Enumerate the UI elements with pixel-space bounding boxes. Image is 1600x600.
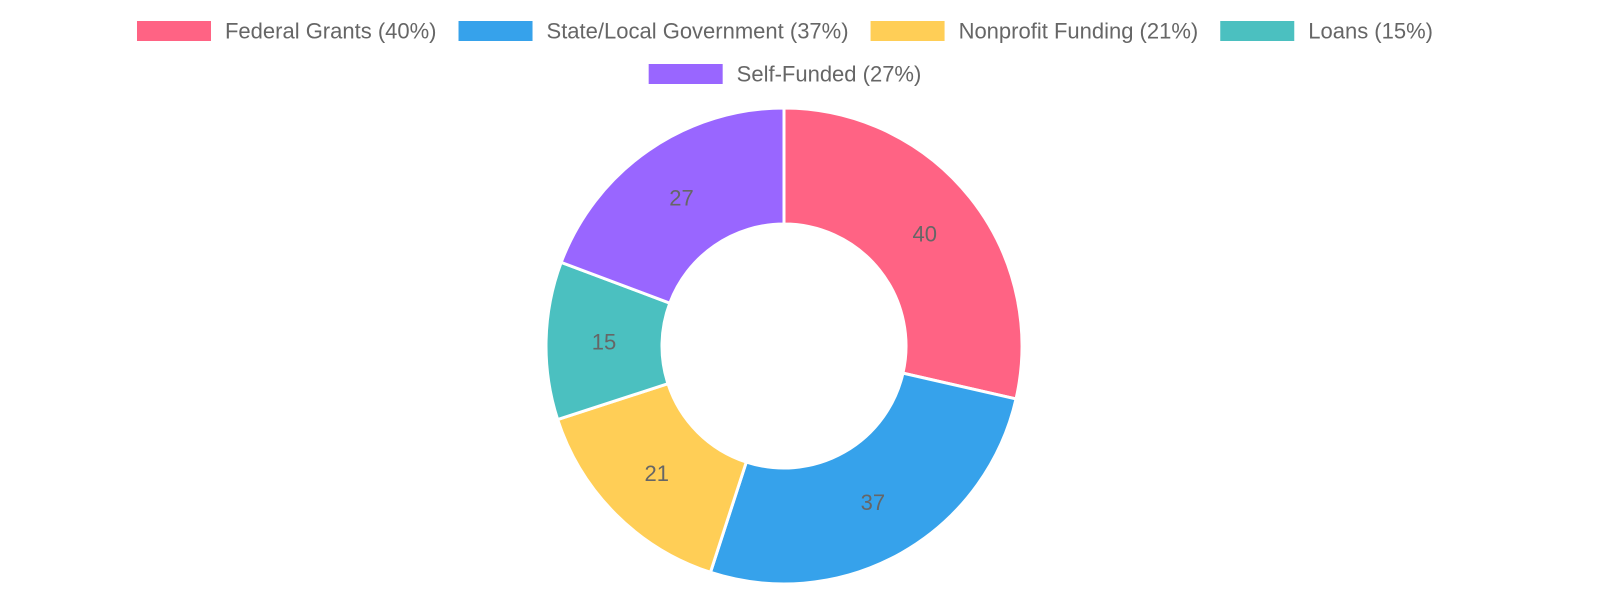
slice-nonprofit-funding[interactable] — [555, 381, 749, 575]
chart-data-labels: 40 37 21 15 27 — [592, 186, 937, 516]
data-label-self-funded: 27 — [669, 186, 693, 211]
legend-item-nonprofit-funding[interactable]: Nonprofit Funding (21%) — [870, 19, 1199, 44]
legend-swatch — [648, 64, 723, 84]
legend-label: Nonprofit Funding (21%) — [959, 19, 1199, 44]
legend-swatch — [458, 21, 533, 41]
data-label-nonprofit-funding: 21 — [644, 461, 668, 486]
data-label-state-local-government: 37 — [861, 490, 885, 515]
legend-swatch — [870, 21, 945, 41]
legend-item-loans[interactable]: Loans (15%) — [1220, 19, 1433, 44]
slice-self-funded[interactable] — [559, 106, 786, 306]
legend-label: Federal Grants (40%) — [225, 19, 437, 44]
chart-legend: Federal Grants (40%) State/Local Governme… — [136, 19, 1433, 87]
legend-label: Self-Funded (27%) — [737, 62, 922, 87]
slice-state-local-government[interactable] — [708, 371, 1018, 586]
legend-swatch — [136, 21, 211, 41]
slice-federal-grants[interactable] — [782, 106, 1024, 401]
legend-item-self-funded[interactable]: Self-Funded (27%) — [648, 62, 922, 87]
data-label-federal-grants: 40 — [912, 221, 936, 246]
chart-slices — [544, 106, 1024, 586]
legend-label: State/Local Government (37%) — [547, 19, 849, 44]
data-label-loans: 15 — [592, 329, 616, 354]
legend-label: Loans (15%) — [1308, 19, 1433, 44]
legend-item-federal-grants[interactable]: Federal Grants (40%) — [136, 19, 437, 44]
legend-swatch — [1220, 21, 1295, 41]
legend-item-state-local-government[interactable]: State/Local Government (37%) — [458, 19, 849, 44]
